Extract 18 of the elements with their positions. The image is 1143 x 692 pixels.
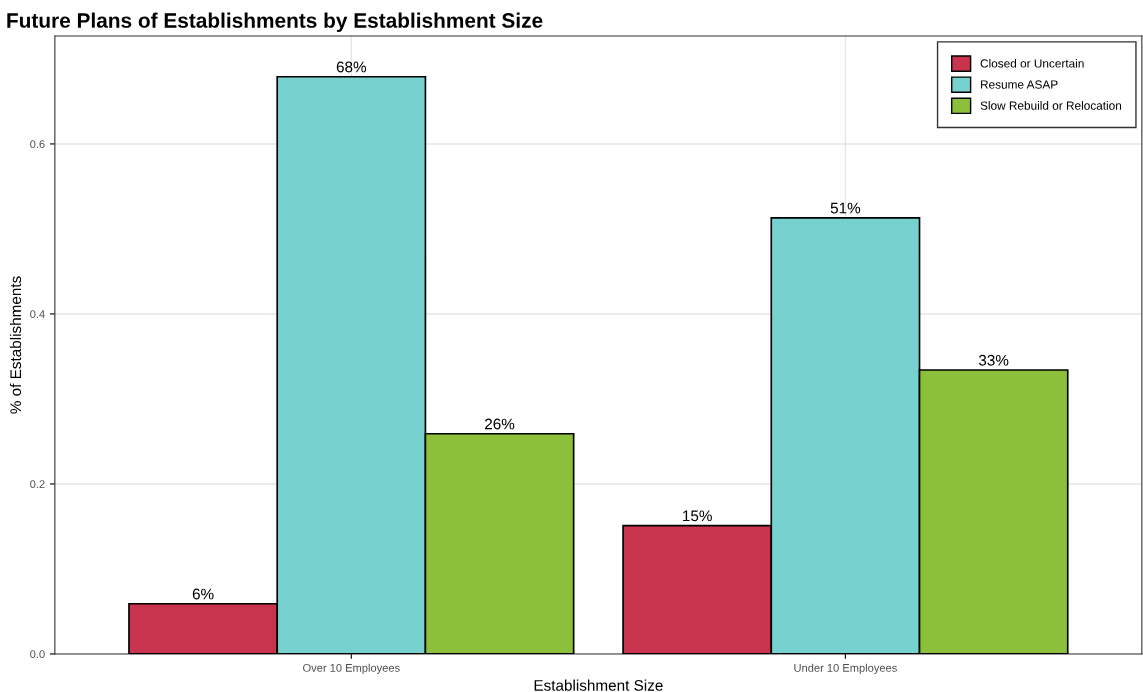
y-tick-label: 0.6 [30,140,45,149]
data-label: 68% [336,61,367,73]
data-label: 15% [683,510,712,522]
data-label: 33% [978,354,1009,366]
y-tick-label: 0.4 [30,310,45,319]
y-tick-label: 0.2 [30,480,45,489]
chart-title: Future Plans of Establishments by Establishment Size [7,12,543,32]
y-tick-label: 0.0 [30,650,45,659]
y-axis-title: % of Establishments [9,276,22,414]
legend-label: Resume ASAP [981,80,1058,89]
legend-label: Slow Rebuild or Relocation [980,101,1122,110]
data-label: 51% [830,202,861,214]
x-tick-label: Over 10 Employees [303,663,400,675]
x-tick-label: Under 10 Employees [794,663,897,675]
data-label: 26% [485,418,515,430]
x-axis-title: Establishment Size [534,679,663,691]
legend-label: Closed or Uncertain [980,58,1084,68]
data-label: 6% [192,588,214,600]
